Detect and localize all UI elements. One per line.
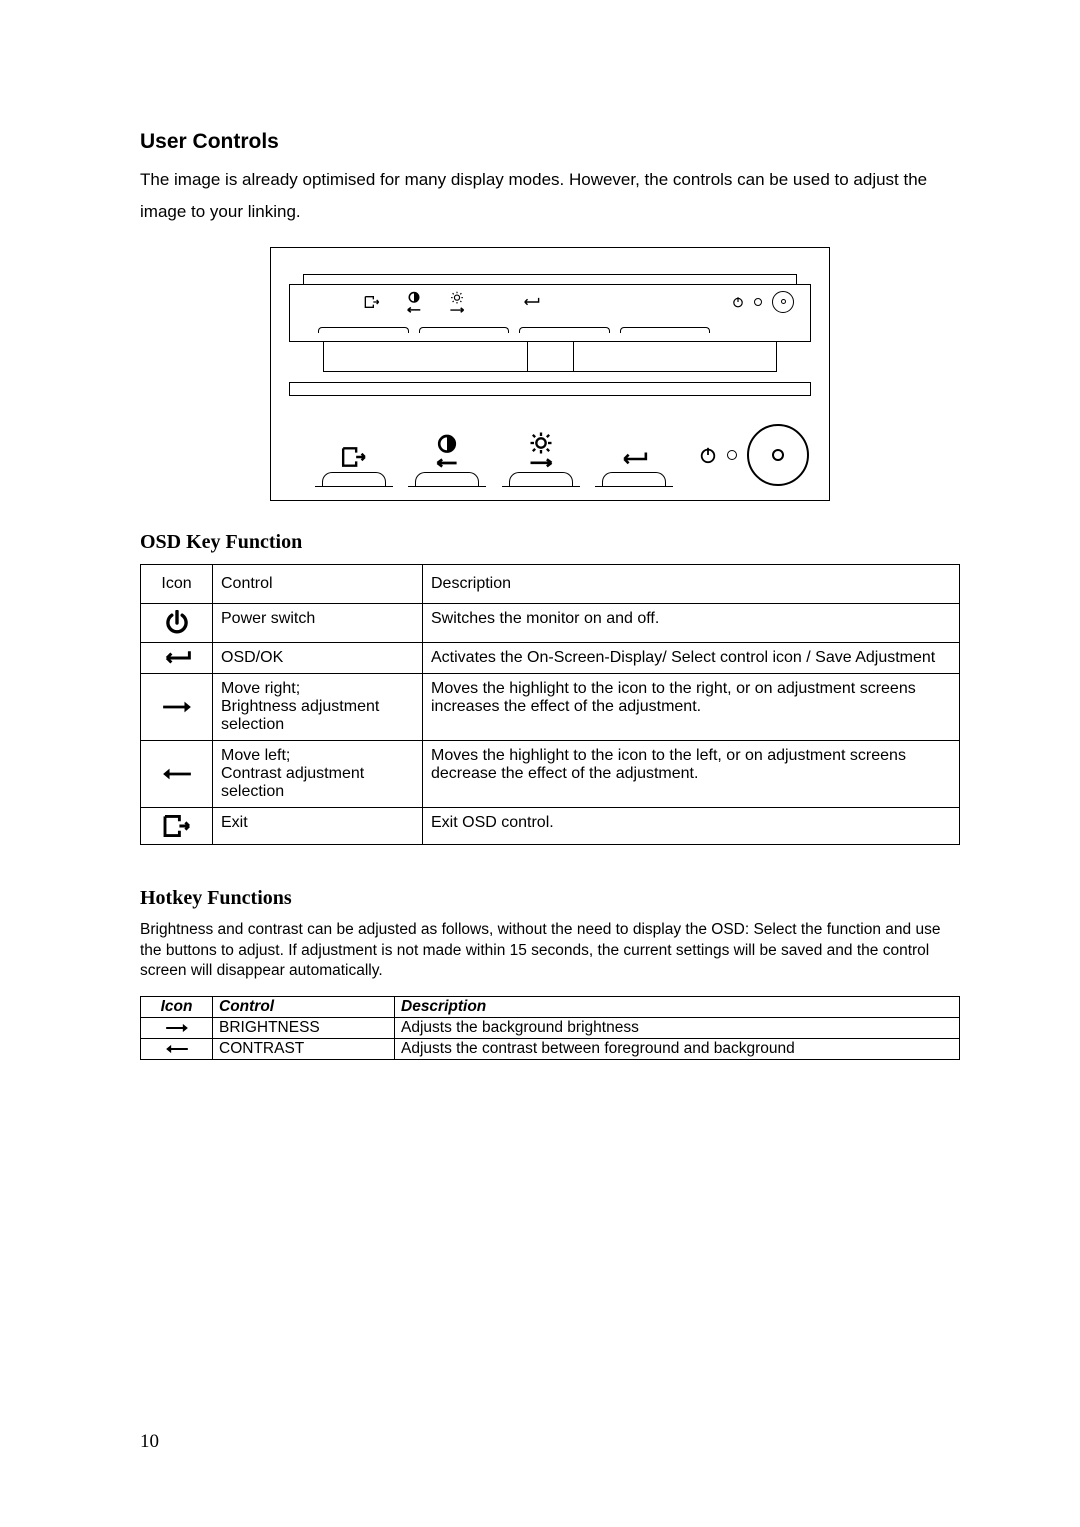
osd-table: Icon Control Description Power switch Sw… xyxy=(140,564,960,845)
enter-icon xyxy=(141,642,213,673)
cell-control: OSD/OK xyxy=(213,642,423,673)
hotkey-heading: Hotkey Functions xyxy=(140,887,960,910)
table-row: Move left; Contrast adjustment selection… xyxy=(141,740,960,807)
enter-icon xyxy=(620,450,648,468)
arrow-left-icon xyxy=(141,1039,213,1060)
col-header-control: Control xyxy=(213,997,395,1018)
col-header-description: Description xyxy=(395,997,960,1018)
exit-icon xyxy=(141,807,213,844)
contrast-left-icon xyxy=(435,434,459,468)
intro-text: The image is already optimised for many … xyxy=(140,164,960,229)
enter-icon xyxy=(522,296,540,308)
arrow-left-icon xyxy=(141,740,213,807)
cell-description: Adjusts the contrast between foreground … xyxy=(395,1039,960,1060)
cell-control: Exit xyxy=(213,807,423,844)
arrow-right-icon xyxy=(141,1018,213,1039)
table-row: OSD/OK Activates the On-Screen-Display/ … xyxy=(141,642,960,673)
hotkey-description: Brightness and contrast can be adjusted … xyxy=(140,920,960,983)
contrast-left-icon xyxy=(406,291,422,313)
brightness-right-icon xyxy=(448,291,466,313)
exit-icon xyxy=(341,446,367,468)
cell-control: CONTRAST xyxy=(213,1039,395,1060)
col-header-icon: Icon xyxy=(141,564,213,603)
power-icon xyxy=(732,296,744,308)
cell-description: Switches the monitor on and off. xyxy=(423,603,960,642)
page-number: 10 xyxy=(140,1431,159,1453)
power-button-icon xyxy=(747,424,809,486)
cell-control: Move left; Contrast adjustment selection xyxy=(213,740,423,807)
col-header-control: Control xyxy=(213,564,423,603)
power-icon xyxy=(699,446,717,464)
table-row: Icon Control Description xyxy=(141,564,960,603)
table-row: BRIGHTNESS Adjusts the background bright… xyxy=(141,1018,960,1039)
led-icon xyxy=(754,298,762,306)
col-header-icon: Icon xyxy=(141,997,213,1018)
cell-control: BRIGHTNESS xyxy=(213,1018,395,1039)
power-button-icon xyxy=(772,291,794,313)
cell-description: Adjusts the background brightness xyxy=(395,1018,960,1039)
table-row: CONTRAST Adjusts the contrast between fo… xyxy=(141,1039,960,1060)
cell-control: Power switch xyxy=(213,603,423,642)
page-heading: User Controls xyxy=(140,130,960,154)
table-row: Exit Exit OSD control. xyxy=(141,807,960,844)
table-row: Icon Control Description xyxy=(141,997,960,1018)
cell-description: Moves the highlight to the icon to the l… xyxy=(423,740,960,807)
power-icon xyxy=(141,603,213,642)
hotkey-table: Icon Control Description BRIGHTNESS Adju… xyxy=(140,996,960,1060)
cell-description: Moves the highlight to the icon to the r… xyxy=(423,673,960,740)
cell-description: Activates the On-Screen-Display/ Select … xyxy=(423,642,960,673)
col-header-description: Description xyxy=(423,564,960,603)
arrow-right-icon xyxy=(141,673,213,740)
brightness-right-icon xyxy=(527,432,555,468)
osd-heading: OSD Key Function xyxy=(140,531,960,554)
cell-control: Move right; Brightness adjustment select… xyxy=(213,673,423,740)
table-row: Move right; Brightness adjustment select… xyxy=(141,673,960,740)
cell-description: Exit OSD control. xyxy=(423,807,960,844)
led-icon xyxy=(727,450,737,460)
controls-diagram xyxy=(270,247,830,501)
table-row: Power switch Switches the monitor on and… xyxy=(141,603,960,642)
exit-icon xyxy=(364,295,380,309)
